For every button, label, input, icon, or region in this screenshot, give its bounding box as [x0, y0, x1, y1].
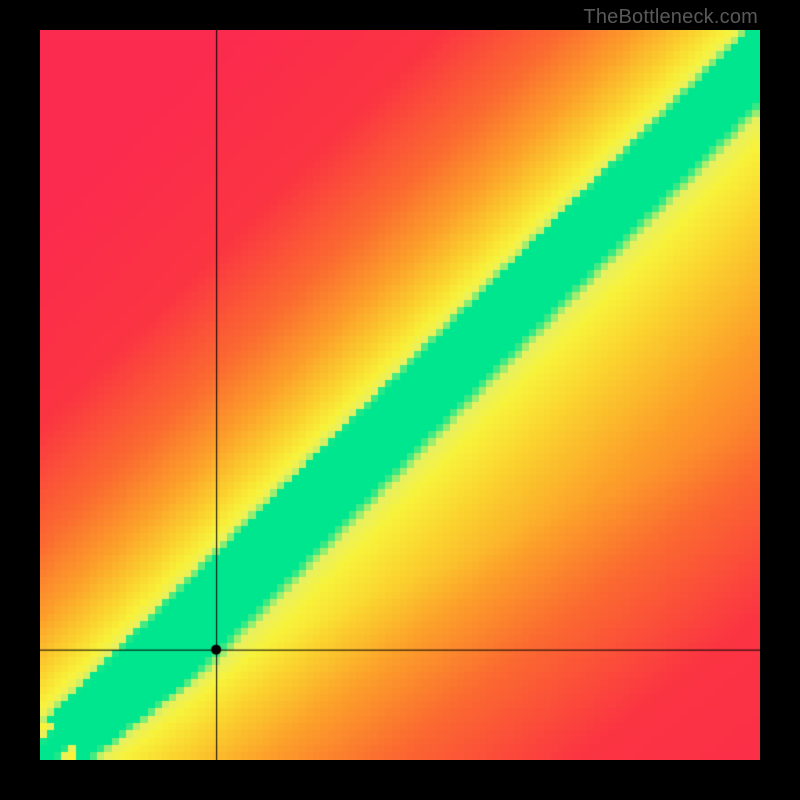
watermark-text: TheBottleneck.com [583, 6, 758, 29]
heatmap-plot [40, 30, 760, 760]
heatmap-canvas [40, 30, 760, 760]
